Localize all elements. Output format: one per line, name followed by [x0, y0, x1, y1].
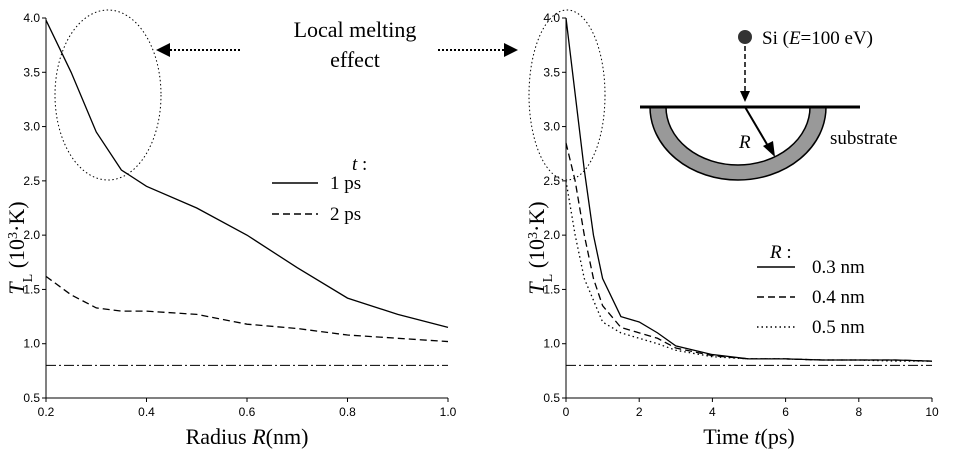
- highlight-ellipse: [54, 9, 162, 181]
- legend-title: t :: [352, 154, 367, 175]
- text-part: R: [251, 424, 266, 449]
- legend-label: 1 ps: [330, 173, 361, 194]
- radius-arrow: [744, 106, 769, 147]
- text-part: L: [541, 274, 556, 283]
- text-part: ·K): [4, 201, 29, 232]
- x-tick-label: 4: [709, 405, 716, 419]
- x-tick-label: 0.4: [138, 405, 155, 419]
- text-part: Radius: [186, 424, 253, 449]
- y-tick-label: 3.0: [23, 120, 40, 134]
- y-tick-label: 1.5: [543, 282, 560, 296]
- x-tick-label: 2: [636, 405, 643, 419]
- y-tick-label: 1.5: [23, 282, 40, 296]
- text-part: (ps): [761, 424, 795, 449]
- text-part: 3: [526, 232, 541, 239]
- y-tick-label: 2.0: [543, 228, 560, 242]
- x-tick-label: 8: [855, 405, 862, 419]
- x-tick-label: 0.6: [239, 405, 256, 419]
- radius-label: R: [738, 132, 751, 153]
- arrow-head: [156, 43, 170, 57]
- series-line: [565, 180, 932, 362]
- y-tick-label: 4.0: [23, 11, 40, 25]
- text-part: (10: [524, 239, 549, 274]
- x-axis-title: Radius R(nm): [186, 424, 309, 449]
- y-tick-label: 3.0: [543, 120, 560, 134]
- substrate-label: substrate: [830, 128, 898, 149]
- text-part: Time: [703, 424, 754, 449]
- text-part: Si (: [762, 28, 789, 49]
- annotation-line: Local melting: [294, 17, 417, 42]
- y-tick-label: 1.0: [23, 337, 40, 351]
- x-tick-label: 1.0: [440, 405, 457, 419]
- x-tick-label: 0.2: [38, 405, 55, 419]
- series-line: [565, 17, 933, 362]
- text-part: 3: [6, 232, 21, 239]
- arrow-head: [740, 91, 750, 102]
- text-part: :: [357, 154, 367, 175]
- text-part: E: [788, 28, 801, 49]
- y-tick-label: 3.5: [23, 65, 40, 79]
- arrow-head: [763, 141, 775, 157]
- text-part: =100 eV): [801, 28, 873, 49]
- inset-diagram: Si (E=100 eV) R substrate: [640, 28, 898, 181]
- y-tick-label: 2.5: [543, 174, 560, 188]
- y-tick-label: 1.0: [543, 337, 560, 351]
- legend-label: 2 ps: [330, 204, 361, 225]
- arrow-head: [504, 43, 518, 57]
- legend-label: 0.4 nm: [812, 287, 865, 308]
- text-part: (nm): [266, 424, 309, 449]
- text-part: L: [21, 274, 36, 283]
- x-tick-label: 10: [925, 405, 939, 419]
- y-axis-title: TL (103·K): [4, 201, 36, 294]
- text-part: T: [524, 281, 549, 295]
- x-tick-label: 0: [563, 405, 570, 419]
- series-line: [45, 19, 449, 329]
- y-tick-label: 2.5: [23, 174, 40, 188]
- x-tick-label: 0.8: [339, 405, 356, 419]
- x-tick-label: 6: [782, 405, 789, 419]
- y-axis-title: TL (103·K): [524, 201, 556, 294]
- series-line: [45, 275, 449, 343]
- y-tick-label: 0.5: [543, 391, 560, 405]
- y-tick-label: 3.5: [543, 65, 560, 79]
- series-line: [565, 142, 933, 362]
- legend-label: 0.3 nm: [812, 257, 865, 278]
- si-particle: [738, 30, 752, 44]
- x-axis-title: Time t(ps): [703, 424, 795, 449]
- y-tick-label: 4.0: [543, 11, 560, 25]
- legend-title: R :: [769, 242, 792, 263]
- text-part: ·K): [524, 201, 549, 232]
- text-part: :: [782, 242, 792, 263]
- text-part: t: [754, 424, 761, 449]
- text-part: T: [4, 281, 29, 295]
- text-part: R: [769, 242, 782, 263]
- highlight-ellipse: [528, 9, 606, 181]
- legend-label: 0.5 nm: [812, 317, 865, 338]
- y-tick-label: 0.5: [23, 391, 40, 405]
- particle-label: Si (E=100 eV): [762, 28, 873, 49]
- annotation-line: effect: [330, 47, 380, 72]
- y-tick-label: 2.0: [23, 228, 40, 242]
- text-part: t: [352, 154, 358, 175]
- text-part: (10: [4, 239, 29, 274]
- substrate-ring: [649, 106, 827, 181]
